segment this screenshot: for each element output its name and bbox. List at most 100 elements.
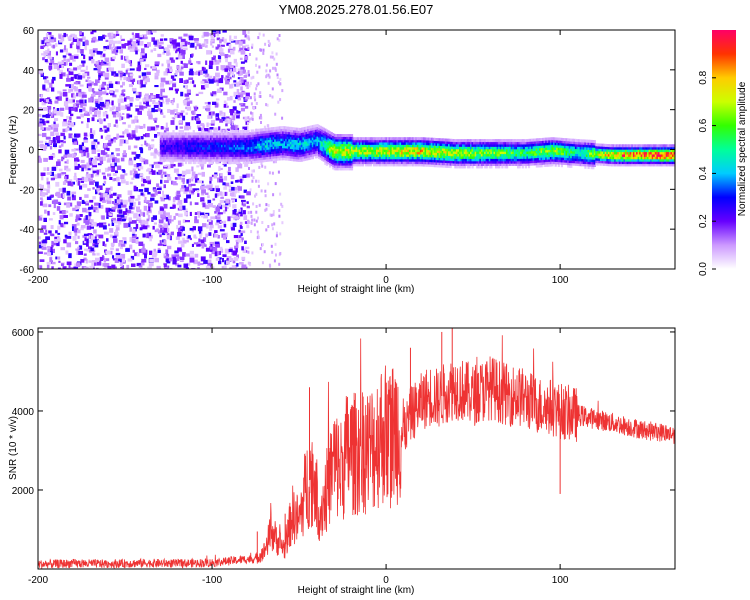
spectral-pixel: [194, 151, 197, 155]
noise-pixel: [44, 141, 47, 144]
spectral-pixel: [205, 132, 208, 136]
spectral-pixel: [186, 139, 189, 143]
noise-pixel: [225, 65, 230, 71]
noise-pixel: [38, 69, 44, 75]
noise-pixel: [195, 70, 198, 76]
spectral-pixel: [238, 151, 241, 155]
spectral-pixel: [394, 153, 397, 157]
noise-pixel: [191, 176, 194, 182]
spectral-pixel: [396, 146, 399, 150]
spectral-pixel: [412, 151, 415, 155]
spectral-pixel: [376, 144, 379, 148]
noise-pixel: [112, 255, 115, 259]
spectral-pixel: [296, 158, 299, 162]
noise-pixel: [50, 233, 55, 237]
spectral-pixel: [319, 152, 322, 156]
noise-pixel: [54, 236, 58, 241]
spectral-pixel: [249, 132, 252, 136]
spectral-pixel: [335, 136, 338, 140]
noise-pixel: [79, 108, 83, 113]
noise-pixel: [63, 48, 68, 53]
spectral-pixel: [394, 139, 397, 143]
spectral-pixel: [167, 158, 170, 162]
noise-pixel: [163, 71, 169, 76]
noise-pixel: [111, 152, 114, 155]
spectral-pixel: [166, 149, 169, 153]
noise-pixel: [112, 173, 117, 176]
noise-pixel: [129, 202, 134, 206]
spectral-pixel: [297, 142, 300, 146]
noise-pixel: [155, 125, 160, 128]
noise-pixel: [271, 55, 274, 59]
spectral-pixel: [296, 127, 299, 131]
noise-pixel: [128, 136, 133, 140]
noise-pixel: [244, 98, 248, 102]
spectral-pixel: [366, 146, 369, 150]
noise-pixel: [217, 235, 220, 239]
spectral-pixel: [388, 151, 391, 155]
spectral-pixel: [294, 144, 297, 148]
spectral-pixel: [241, 137, 244, 141]
noise-pixel: [101, 91, 107, 95]
spectral-pixel: [302, 139, 305, 143]
spectral-pixel: [173, 146, 177, 150]
spectral-pixel: [250, 136, 253, 140]
noise-pixel: [158, 45, 162, 48]
noise-pixel: [85, 215, 88, 220]
spectral-pixel: [299, 156, 302, 160]
noise-pixel: [224, 191, 227, 196]
spectral-pixel: [200, 132, 203, 136]
spectral-pixel: [405, 146, 408, 150]
noise-pixel: [162, 95, 168, 98]
noise-pixel: [238, 229, 241, 233]
spectral-pixel: [327, 161, 330, 165]
spectral-pixel: [316, 140, 319, 144]
spectral-pixel: [172, 139, 175, 143]
spectral-pixel: [402, 161, 405, 165]
spectral-pixel: [260, 145, 263, 149]
noise-pixel: [114, 266, 117, 269]
spectral-pixel: [200, 139, 203, 143]
spectral-pixel: [394, 163, 397, 167]
noise-pixel: [194, 202, 199, 205]
noise-pixel: [159, 234, 162, 238]
spectral-pixel: [203, 149, 206, 153]
spectral-pixel: [238, 149, 241, 153]
noise-pixel: [237, 95, 241, 98]
spectral-pixel: [293, 146, 296, 150]
spectral-pixel: [366, 153, 369, 157]
spectral-pixel: [266, 144, 269, 148]
spectral-pixel: [379, 139, 382, 143]
spectral-pixel: [277, 155, 280, 159]
spectral-pixel: [377, 146, 380, 150]
spectral-pixel: [224, 153, 227, 157]
noise-pixel: [279, 192, 282, 196]
noise-pixel: [251, 251, 254, 255]
noise-pixel: [148, 113, 153, 116]
spectral-pixel: [241, 146, 244, 150]
noise-pixel: [93, 229, 97, 234]
spectral-pixel: [346, 148, 349, 152]
noise-pixel: [110, 67, 114, 71]
noise-pixel: [174, 115, 178, 118]
noise-pixel: [157, 230, 161, 234]
noise-pixel: [193, 242, 199, 245]
spectral-pixel: [344, 167, 347, 171]
spectral-pixel: [354, 149, 357, 153]
noise-pixel: [178, 175, 182, 180]
noise-pixel: [147, 30, 151, 35]
noise-pixel: [43, 167, 47, 171]
spectral-pixel: [343, 155, 346, 159]
spectral-pixel: [238, 156, 241, 160]
spectral-pixel: [343, 165, 346, 168]
noise-pixel: [82, 207, 87, 213]
spectral-pixel: [336, 162, 339, 166]
spectral-pixel: [255, 160, 258, 164]
spectral-pixel: [164, 146, 167, 150]
spectral-pixel: [225, 134, 228, 138]
spectral-pixel: [289, 141, 292, 145]
noise-pixel: [141, 248, 146, 253]
noise-pixel: [172, 164, 176, 167]
spectral-pixel: [213, 144, 216, 148]
noise-pixel: [118, 240, 123, 243]
